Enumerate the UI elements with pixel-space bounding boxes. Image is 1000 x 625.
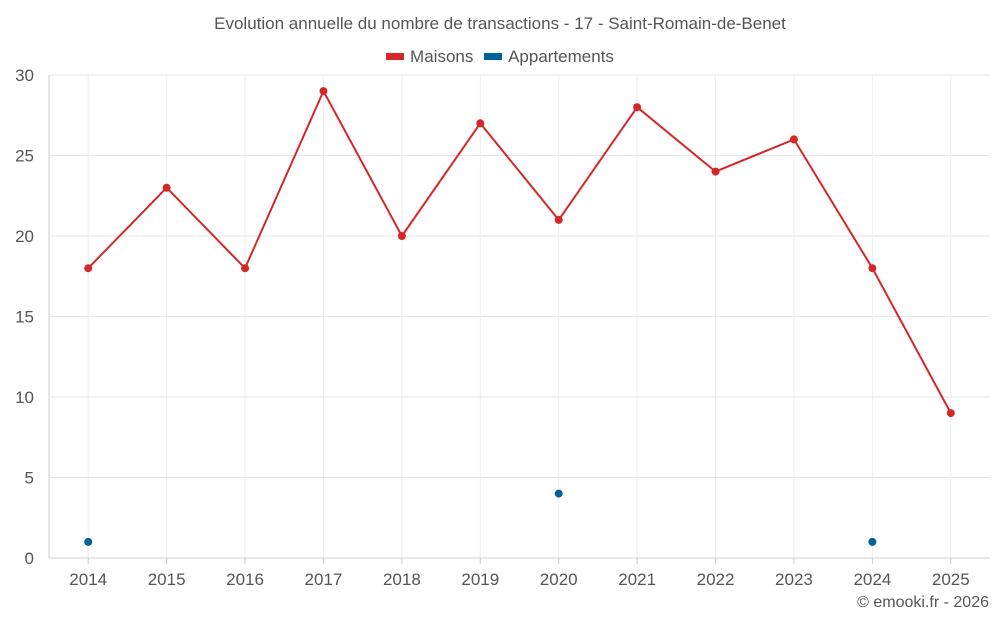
- x-tick-label: 2016: [226, 570, 264, 589]
- x-tick-label: 2024: [853, 570, 891, 589]
- data-point-maisons: [397, 232, 406, 240]
- y-tick-label: 0: [25, 549, 34, 568]
- legend-label-appartements: Appartements: [508, 46, 614, 66]
- data-point-maisons: [241, 264, 250, 273]
- x-tick-label: 2017: [305, 570, 343, 589]
- data-point-maisons: [84, 264, 93, 273]
- chart-title: Evolution annuelle du nombre de transact…: [214, 14, 786, 33]
- x-tick-label: 2015: [148, 570, 186, 589]
- data-point-maisons: [789, 135, 798, 144]
- legend-item-appartements[interactable]: Appartements: [484, 47, 614, 67]
- data-point-maisons: [554, 215, 563, 224]
- legend-label-maisons: Maisons: [410, 46, 474, 66]
- y-tick-label: 10: [15, 388, 34, 407]
- x-tick-label: 2018: [383, 570, 421, 589]
- data-point-maisons: [946, 409, 955, 418]
- x-tick-label: 2014: [69, 570, 107, 589]
- data-point-maisons: [711, 167, 720, 176]
- y-tick-label: 5: [25, 469, 34, 488]
- series-line-maisons: [87, 90, 952, 414]
- data-point-appartements: [554, 489, 563, 498]
- x-tick-label: 2025: [932, 570, 970, 589]
- legend-swatch-appartements: [484, 53, 503, 60]
- x-tick-label: 2022: [697, 570, 735, 589]
- data-point-maisons: [319, 87, 328, 96]
- data-point-maisons: [633, 103, 642, 112]
- legend-swatch-maisons: [386, 53, 405, 60]
- data-point-appartements: [84, 537, 93, 546]
- legend: Maisons Appartements: [0, 45, 1000, 67]
- credit-text: © emooki.fr - 2026: [857, 594, 989, 611]
- data-point-maisons: [476, 119, 485, 128]
- y-tick-label: 30: [15, 66, 34, 85]
- data-point-maisons: [868, 264, 877, 273]
- y-tick-label: 20: [15, 227, 34, 246]
- x-tick-label: 2019: [461, 570, 499, 589]
- legend-item-maisons[interactable]: Maisons: [386, 47, 473, 67]
- data-point-maisons: [162, 183, 171, 192]
- y-tick-label: 25: [15, 147, 34, 166]
- y-tick-label: 15: [15, 308, 34, 327]
- x-tick-label: 2020: [540, 570, 578, 589]
- x-tick-label: 2021: [618, 570, 656, 589]
- data-point-appartements: [868, 537, 877, 546]
- x-tick-label: 2023: [775, 570, 813, 589]
